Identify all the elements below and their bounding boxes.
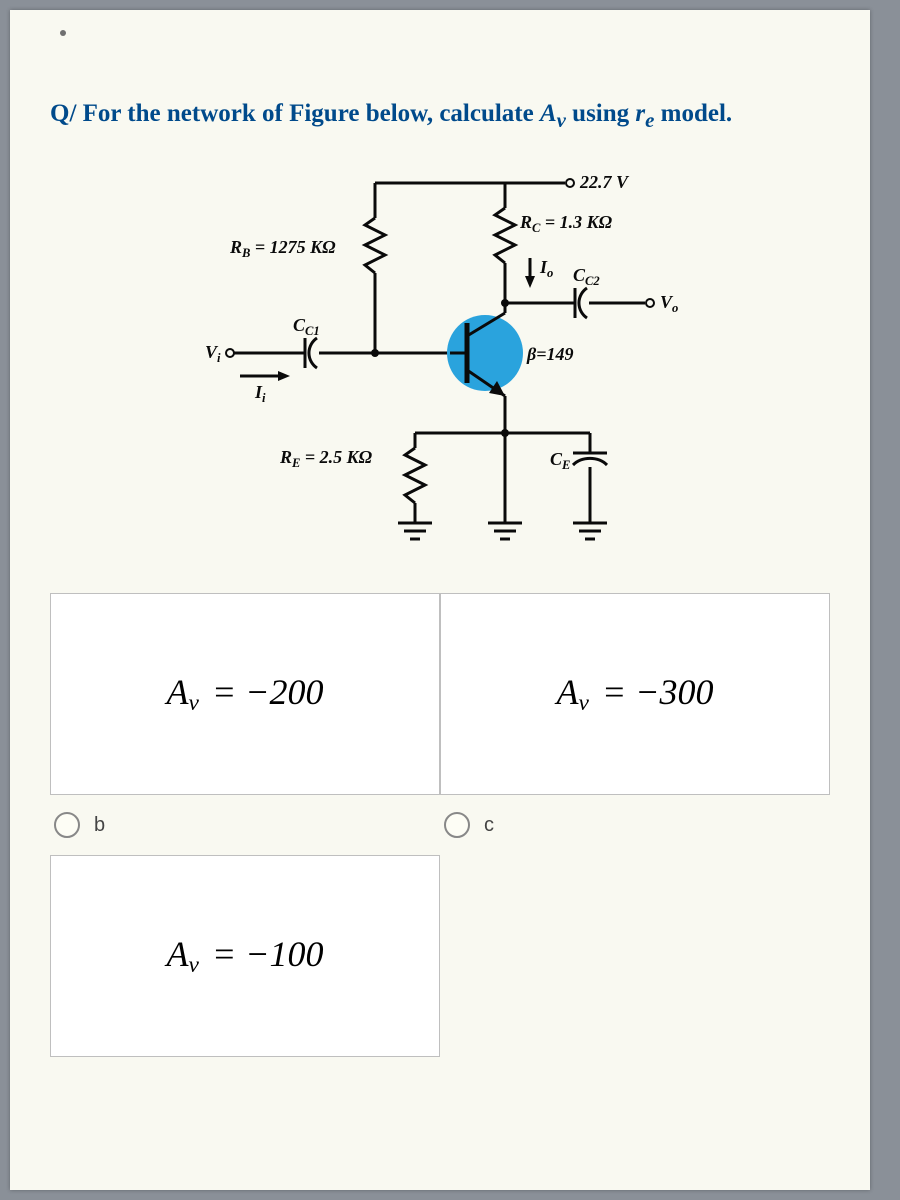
ii-label: Ii xyxy=(254,382,266,405)
cc1-label: CC1 xyxy=(293,315,320,338)
vo-label: Vo xyxy=(660,292,678,315)
q-prefix: Q/ For the network of Figure below, calc… xyxy=(50,100,540,127)
q-suffix: model. xyxy=(654,100,732,127)
io-label: Io xyxy=(539,257,553,280)
options-grid: Av = −200 Av = −300 b c Av = −100 xyxy=(50,593,830,1057)
ce-label: CE xyxy=(550,449,570,472)
q-av: Av xyxy=(540,100,566,127)
empty-cell xyxy=(440,855,830,1057)
circuit-figure: 22.7 V RC = 1.3 KΩ Io RB = 1275 KΩ xyxy=(175,163,705,553)
option-b-box: Av = −100 xyxy=(50,855,440,1057)
vcc-label: 22.7 V xyxy=(579,172,630,192)
question-text: Q/ For the network of Figure below, calc… xyxy=(50,100,830,133)
radio-icon[interactable] xyxy=(444,812,470,838)
rc-label: RC = 1.3 KΩ xyxy=(519,212,613,235)
q-re: re xyxy=(635,100,654,127)
radio-icon[interactable] xyxy=(54,812,80,838)
option-a-formula: Av = −200 xyxy=(167,671,324,717)
bullet-dot xyxy=(60,30,66,36)
vi-label: Vi xyxy=(205,342,221,365)
page: Q/ For the network of Figure below, calc… xyxy=(10,10,870,1190)
cc2-label: CC2 xyxy=(573,265,600,288)
re-label: RE = 2.5 KΩ xyxy=(279,447,373,470)
option-b-radio-row[interactable]: b xyxy=(50,795,440,855)
option-c-box: Av = −300 xyxy=(440,593,830,795)
option-c-letter: c xyxy=(484,814,494,837)
option-b-formula: Av = −100 xyxy=(167,933,324,979)
q-mid: using xyxy=(566,100,635,127)
option-a-box: Av = −200 xyxy=(50,593,440,795)
option-c-formula: Av = −300 xyxy=(557,671,714,717)
option-b-letter: b xyxy=(94,814,105,837)
option-c-radio-row[interactable]: c xyxy=(440,795,830,855)
rb-label: RB = 1275 KΩ xyxy=(229,237,336,260)
beta-label: β=149 xyxy=(526,344,573,364)
